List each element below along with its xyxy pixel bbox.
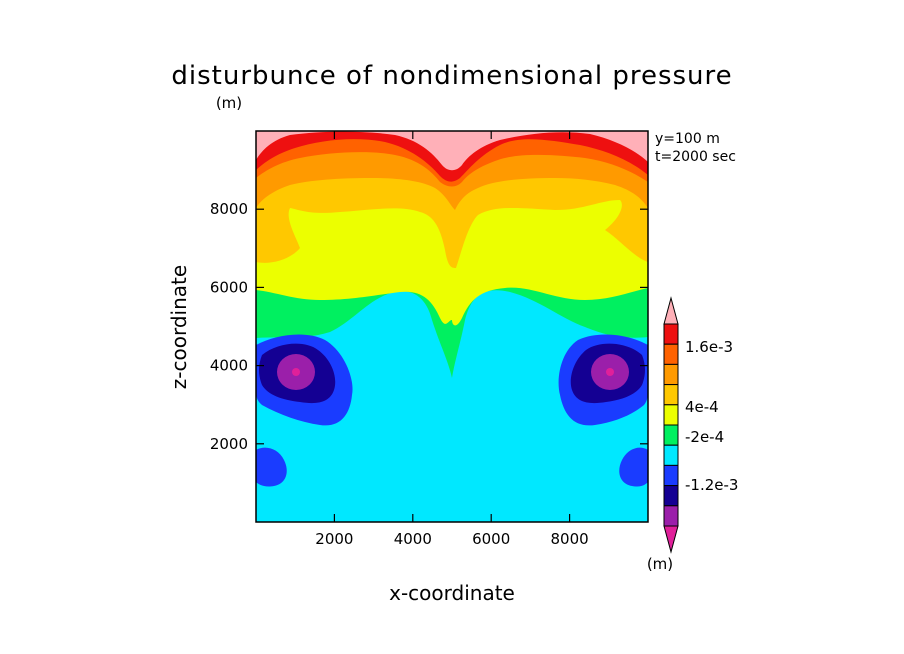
colorbar-label: -2e-4 bbox=[685, 428, 724, 446]
colorbar-cap-bottom bbox=[663, 525, 679, 554]
colorbar-swatch bbox=[663, 404, 679, 426]
colorbar-cap-top bbox=[663, 296, 679, 325]
annotation-y: y=100 m bbox=[655, 131, 720, 147]
plot-frame bbox=[255, 130, 649, 523]
colorbar-swatch bbox=[663, 323, 679, 345]
x-tick-label: 4000 bbox=[394, 530, 432, 548]
colorbar-swatch bbox=[663, 464, 679, 487]
colorbar-label: -1.2e-3 bbox=[685, 476, 738, 494]
x-tick-label: 6000 bbox=[472, 530, 510, 548]
x-axis-label: x-coordinate bbox=[389, 581, 515, 605]
colorbar-swatch bbox=[663, 363, 679, 386]
contour-band-blue-lower-left bbox=[256, 447, 287, 487]
colorbar-label: 1.6e-3 bbox=[685, 338, 733, 356]
x-tick-label: 8000 bbox=[551, 530, 589, 548]
y-tick-label: 2000 bbox=[210, 435, 248, 453]
y-axis-label: z-coordinate bbox=[167, 265, 191, 389]
colorbar-swatch bbox=[663, 424, 679, 446]
colorbar-units-label: (m) bbox=[647, 555, 673, 573]
chart-title: disturbunce of nondimensional pressure bbox=[171, 61, 732, 91]
colorbar: 1.6e-3 4e-4 -2e-4 -1.2e-3 bbox=[663, 296, 738, 554]
axis-ticks: 2000 4000 6000 8000 2000 4000 6000 8000 bbox=[210, 131, 648, 548]
colorbar-swatch bbox=[663, 444, 679, 466]
contour-band-magenta-left bbox=[292, 368, 300, 376]
y-tick-label: 6000 bbox=[210, 278, 248, 296]
colorbar-swatch bbox=[663, 384, 679, 406]
colorbar-swatch bbox=[663, 505, 679, 527]
contour-band-magenta-right bbox=[606, 368, 614, 376]
contour-field bbox=[256, 131, 648, 522]
colorbar-swatch bbox=[663, 485, 679, 507]
colorbar-swatch bbox=[663, 343, 679, 365]
annotation-t: t=2000 sec bbox=[655, 149, 736, 165]
contour-band-blue-lower-right bbox=[619, 447, 648, 487]
colorbar-label: 4e-4 bbox=[685, 398, 719, 416]
contour-band-pink bbox=[256, 131, 648, 171]
y-tick-label: 8000 bbox=[210, 200, 248, 218]
y-units-label: (m) bbox=[216, 94, 242, 112]
y-tick-label: 4000 bbox=[210, 357, 248, 375]
x-tick-label: 2000 bbox=[315, 530, 353, 548]
